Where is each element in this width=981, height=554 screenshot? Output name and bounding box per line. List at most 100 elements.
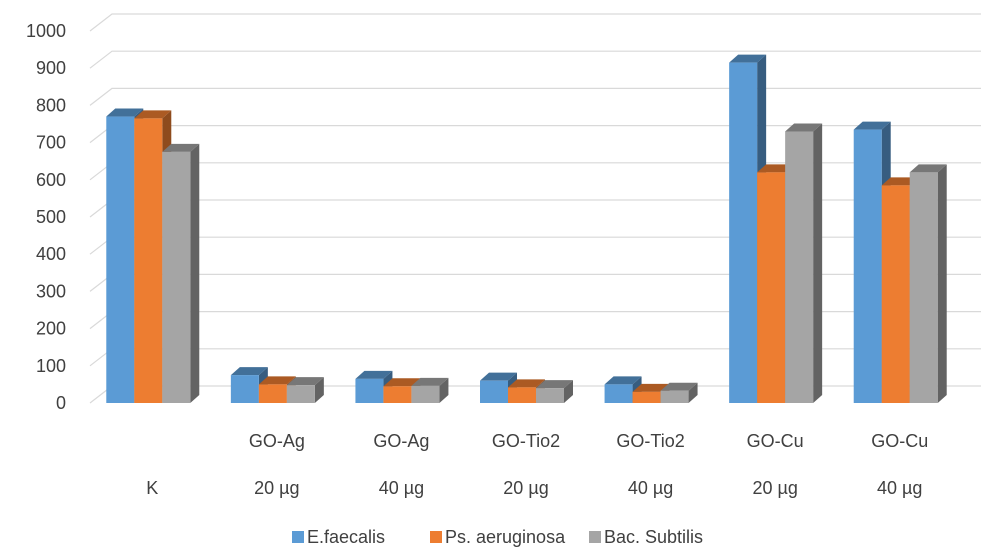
x-tick-label: 20 µg bbox=[254, 478, 299, 498]
gridline bbox=[89, 124, 981, 144]
bar bbox=[162, 143, 200, 403]
bar-front bbox=[881, 185, 910, 403]
bar-front bbox=[134, 118, 163, 404]
gridline bbox=[89, 199, 981, 218]
bar-top bbox=[785, 123, 823, 132]
gridlines bbox=[89, 13, 981, 404]
x-tick-label: GO-Ag bbox=[249, 431, 305, 451]
bar-top bbox=[881, 177, 919, 186]
bar-top bbox=[383, 378, 421, 387]
y-tick-label: 200 bbox=[36, 319, 66, 339]
bar-front bbox=[632, 391, 661, 403]
legend-label: E.faecalis bbox=[307, 527, 385, 547]
bar-front bbox=[106, 116, 135, 403]
bar-side bbox=[813, 123, 823, 403]
bar-top bbox=[632, 383, 670, 392]
x-tick-label: 40 µg bbox=[379, 478, 424, 498]
bars bbox=[106, 54, 947, 404]
bar-front bbox=[909, 172, 938, 403]
gridline bbox=[89, 87, 981, 106]
bar-front bbox=[508, 387, 536, 403]
bar bbox=[411, 377, 449, 403]
legend-swatch bbox=[589, 531, 601, 543]
bar-front bbox=[411, 385, 440, 403]
bar-side bbox=[439, 377, 449, 403]
gridline bbox=[89, 50, 981, 69]
bar-side bbox=[190, 143, 200, 403]
bar bbox=[909, 164, 947, 403]
bar-top bbox=[411, 377, 449, 386]
y-tick-label: 800 bbox=[36, 95, 66, 115]
x-tick-label: 20 µg bbox=[752, 478, 797, 498]
x-tick-label: K bbox=[146, 478, 158, 498]
bar-front bbox=[230, 375, 259, 403]
gridline bbox=[89, 13, 981, 32]
bar-front bbox=[853, 129, 882, 403]
legend-label: Bac. Subtilis bbox=[604, 527, 703, 547]
bar-front bbox=[286, 385, 315, 403]
x-tick-label: 40 µg bbox=[877, 478, 922, 498]
bar-front bbox=[258, 384, 287, 403]
bar-side bbox=[564, 380, 573, 403]
y-tick-label: 500 bbox=[36, 207, 66, 227]
y-axis: 0 100 200 300 400 500 600 700 800 900 1000 bbox=[26, 21, 66, 413]
bar-front bbox=[785, 131, 814, 403]
bar-top bbox=[134, 110, 172, 119]
y-tick-label: 600 bbox=[36, 170, 66, 190]
bar-front bbox=[757, 172, 786, 403]
bar-top bbox=[757, 164, 795, 173]
bar-front bbox=[480, 380, 508, 403]
bar bbox=[785, 123, 823, 403]
bar-top bbox=[604, 376, 642, 385]
bar-top bbox=[660, 382, 698, 391]
legend: E.faecalis Ps. aeruginosa Bac. Subtilis bbox=[292, 527, 703, 547]
bar-front bbox=[604, 384, 633, 403]
x-axis: K GO-Ag 20 µg GO-Ag 40 µg GO-Tio2 20 µg GO-Tio2… bbox=[146, 431, 928, 498]
y-tick-label: 300 bbox=[36, 281, 66, 301]
bar-side bbox=[314, 377, 324, 403]
bar-top bbox=[480, 372, 517, 381]
gridline bbox=[89, 273, 981, 292]
y-tick-label: 100 bbox=[36, 356, 66, 376]
legend-swatch bbox=[430, 531, 442, 543]
bar bbox=[536, 380, 573, 403]
bar-top bbox=[230, 367, 268, 376]
gridline bbox=[89, 162, 981, 181]
x-tick-label: GO-Tio2 bbox=[616, 431, 684, 451]
x-tick-label: GO-Ag bbox=[373, 431, 429, 451]
bar-top bbox=[508, 379, 545, 388]
bar-top bbox=[909, 164, 947, 173]
bar-top bbox=[258, 376, 296, 385]
legend-swatch bbox=[292, 531, 304, 543]
x-tick-label: 20 µg bbox=[503, 478, 548, 498]
x-tick-label: GO-Tio2 bbox=[492, 431, 560, 451]
y-tick-label: 1000 bbox=[26, 21, 66, 41]
bar-top bbox=[286, 377, 324, 386]
bar-front bbox=[383, 386, 412, 403]
gridline bbox=[89, 348, 981, 367]
bar-top bbox=[536, 380, 573, 389]
bar-front bbox=[355, 378, 384, 403]
y-tick-label: 400 bbox=[36, 244, 66, 264]
bar-front bbox=[729, 62, 758, 404]
bar-side bbox=[688, 382, 698, 403]
bar-front bbox=[660, 390, 689, 403]
y-tick-label: 0 bbox=[56, 393, 66, 413]
y-tick-label: 900 bbox=[36, 58, 66, 78]
bar-front bbox=[162, 151, 191, 403]
gridline bbox=[89, 311, 981, 330]
y-tick-label: 700 bbox=[36, 133, 66, 153]
bar-top bbox=[853, 121, 891, 130]
x-tick-label: 40 µg bbox=[628, 478, 673, 498]
x-tick-label: GO-Cu bbox=[747, 431, 804, 451]
bar-top bbox=[162, 143, 200, 152]
bar-top bbox=[355, 370, 393, 379]
bar-front bbox=[536, 388, 564, 403]
bar-side bbox=[937, 164, 947, 403]
x-tick-label: GO-Cu bbox=[871, 431, 928, 451]
bar-top bbox=[729, 54, 767, 63]
bar bbox=[286, 377, 324, 403]
gridline bbox=[89, 236, 981, 255]
bar-top bbox=[106, 108, 144, 117]
